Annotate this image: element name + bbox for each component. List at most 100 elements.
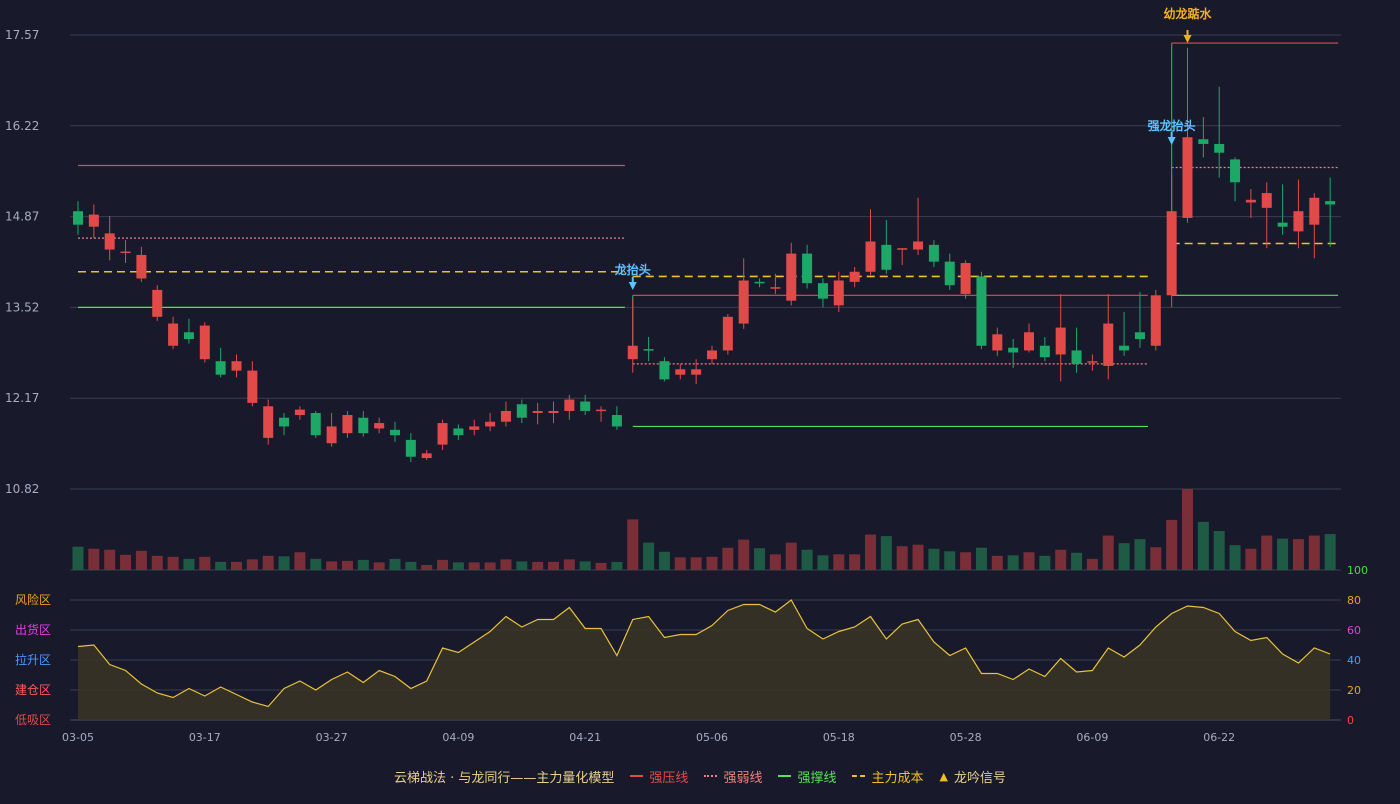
volume-bar [151, 555, 163, 570]
candle-body [263, 406, 274, 438]
volume-bar [437, 559, 449, 570]
volume-bar [928, 548, 940, 570]
legend-swatch-weak [704, 775, 718, 777]
candle-body [231, 361, 242, 371]
candle-body [643, 349, 654, 351]
x-axis: 03-05 03-17 03-27 04-09 04-21 05-06 05-18 05-28… [62, 731, 1235, 744]
indicator-zone-label: 建仓区 [15, 683, 51, 697]
candle-body [104, 233, 115, 250]
indicator-tick-label: 0 [1347, 714, 1354, 727]
indicator-tick-label: 40 [1347, 654, 1361, 667]
indicator-zone-label: 拉升区 [15, 652, 51, 667]
candle-body [849, 271, 860, 282]
volume-bar [674, 557, 686, 570]
volume-bar [960, 552, 972, 570]
volume-bar [1245, 548, 1257, 570]
candle-body [326, 426, 337, 444]
signal-label: 幼龙踮水 [1163, 6, 1212, 21]
volume-bar [389, 558, 401, 570]
candle-body [199, 325, 210, 360]
candle-body [294, 409, 305, 416]
price-tick-label: 12.17 [5, 391, 39, 405]
volume-bar [215, 561, 227, 570]
volume-bar [627, 519, 639, 570]
candle-body [485, 421, 496, 427]
volume-bar [120, 554, 132, 570]
volume-bar [595, 562, 607, 570]
volume-bar [310, 558, 322, 570]
volume-bar [801, 549, 813, 570]
candle-body [1119, 345, 1130, 351]
legend-label-weak: 强弱线 [723, 770, 763, 786]
volume-bar [88, 548, 100, 570]
volume-bar [231, 561, 242, 570]
volume-bar [516, 561, 528, 570]
candles [73, 47, 1336, 463]
down-arrow-icon [1167, 137, 1176, 145]
volume-bar [532, 561, 544, 570]
candle-body [1261, 193, 1272, 208]
candle-body [342, 415, 353, 434]
candle-body [1198, 139, 1209, 144]
candle-body [405, 439, 416, 457]
candle-body [168, 323, 179, 346]
x-tick-label: 05-06 [696, 731, 728, 744]
indicator-zone-label: 出货区 [15, 622, 51, 637]
candle-body [1277, 222, 1288, 227]
volume-bar [278, 556, 290, 570]
candle-body [754, 281, 765, 284]
volume-bar [135, 550, 147, 570]
triangle-icon: ▲ [939, 769, 948, 783]
candle-body [516, 404, 527, 418]
candle-body [1325, 201, 1336, 205]
indicator-line [77, 599, 1331, 708]
x-tick-label: 04-21 [569, 731, 601, 744]
indicator-tick-label: 60 [1347, 624, 1361, 637]
indicator-tick-label: 20 [1347, 684, 1361, 697]
candle-body [722, 316, 733, 351]
volume-bar [880, 536, 892, 570]
candle-body [770, 287, 781, 289]
candle-body [659, 361, 670, 380]
candle-body [500, 410, 511, 422]
volume-bar [769, 554, 781, 570]
volume-bar [944, 551, 956, 570]
volume-bar [199, 556, 211, 570]
candle-body [183, 332, 194, 340]
volume-bar [1055, 549, 1067, 570]
volume-bar [1213, 531, 1225, 570]
candle-body [944, 261, 955, 286]
legend-swatch-cost [852, 775, 866, 777]
candle-body [1055, 327, 1066, 355]
volume-bar [865, 534, 876, 570]
volume-bar [183, 558, 195, 570]
candle-body [564, 399, 575, 411]
legend-item-support: 强撑线 [778, 767, 836, 786]
candle-body [928, 244, 939, 262]
x-tick-label: 04-09 [442, 731, 474, 744]
volume-bars [70, 489, 1341, 571]
candle-body [1103, 323, 1114, 366]
volume-bar [833, 554, 845, 570]
legend-swatch-strong-pressure [630, 775, 644, 777]
volume-bar [326, 561, 338, 570]
candle-body [421, 453, 432, 459]
volume-bar [912, 544, 924, 570]
candle-body [691, 369, 702, 375]
candle-body [152, 289, 163, 317]
volume-bar [405, 561, 417, 570]
candle-body [865, 241, 876, 272]
volume-bar [167, 556, 179, 570]
legend-label-cost: 主力成本 [871, 770, 924, 786]
volume-bar [294, 552, 306, 570]
volume-bar [722, 547, 734, 570]
legend-item-weak: 强弱线 [704, 767, 762, 786]
volume-bar [643, 542, 655, 570]
volume-bar [817, 555, 829, 570]
indicator-area [78, 600, 1331, 720]
legend-item-signal: ▲ 龙吟信号 [939, 767, 1005, 786]
chart-legend: 云梯战法 · 与龙同行——主力量化模型 强压线 强弱线 强撑线 主力成本 ▲ 龙… [0, 766, 1400, 786]
volume-bar [991, 555, 1003, 570]
candle-body [627, 345, 638, 360]
